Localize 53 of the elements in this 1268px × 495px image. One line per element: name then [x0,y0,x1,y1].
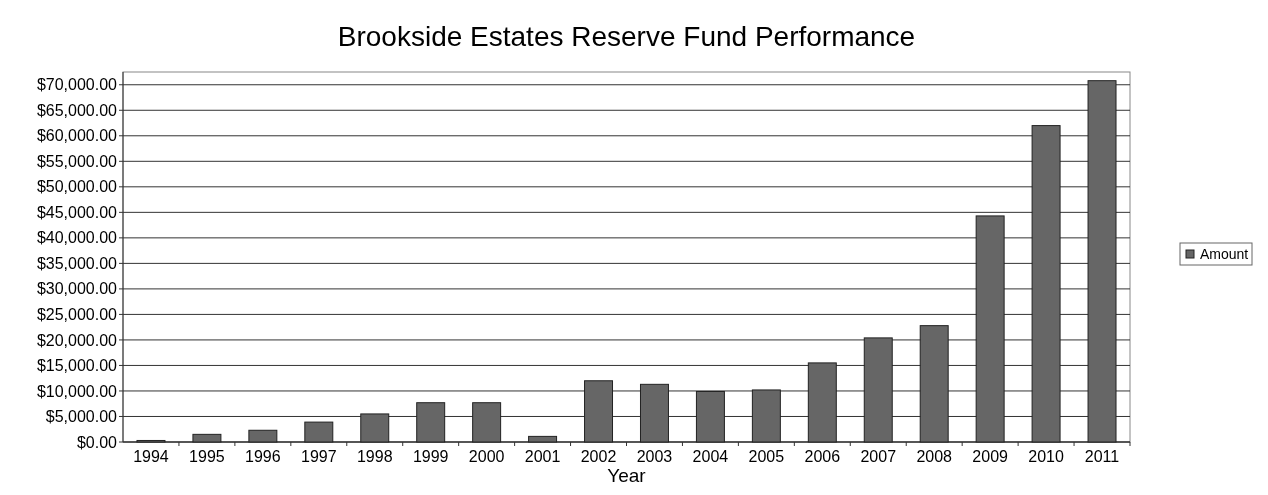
x-tick-label: 2006 [804,448,841,465]
x-tick-label: 1999 [412,448,449,465]
bar [248,429,278,443]
y-tick-label: $5,000.00 [45,408,118,426]
x-tick-label: 2011 [1084,448,1120,465]
y-tick-label: $0.00 [76,433,118,451]
x-tick-label: 2007 [860,448,897,465]
bar [919,325,949,443]
chart-title: Brookside Estates Reserve Fund Performance [337,21,916,52]
x-tick-label: 1996 [245,448,281,465]
y-tick-label: $60,000.00 [36,127,118,145]
x-axis-title: Year [607,465,647,486]
bar [528,435,558,443]
y-tick-label: $65,000.00 [36,101,118,119]
bar [304,421,334,443]
bar [807,362,837,443]
x-tick-label: 2005 [748,448,785,465]
bar [472,402,502,443]
x-tick-label: 1998 [356,448,393,465]
x-tick-label: 1995 [189,448,225,465]
y-tick-label: $25,000.00 [36,306,118,324]
y-tick-label: $15,000.00 [36,357,118,375]
y-tick-label: $45,000.00 [36,203,118,221]
x-tick-label: 2001 [524,448,561,465]
y-tick-label: $50,000.00 [36,178,118,196]
x-tick-label: 2008 [916,448,953,465]
bar [639,383,669,443]
y-tick-label: $20,000.00 [36,331,118,349]
bar [416,402,446,443]
y-tick-label: $55,000.00 [36,152,118,170]
x-tick-label: 1997 [301,448,337,465]
y-tick-label: $10,000.00 [36,382,118,400]
y-tick-label: $70,000.00 [36,76,118,94]
bar [863,337,893,443]
bar [975,215,1005,443]
legend-label: Amount [1200,245,1249,262]
x-tick-label: 1994 [133,448,169,465]
bar [695,390,725,443]
bar [360,413,390,443]
y-tick-label: $30,000.00 [36,280,118,298]
x-tick-label: 2003 [636,448,673,465]
x-tick-label: 2002 [580,448,617,465]
bar [751,389,781,443]
bar [192,433,222,443]
bar [1031,125,1061,443]
x-tick-label: 2000 [468,448,505,465]
x-tick-label: 2010 [1028,448,1064,465]
x-tick-label: 2004 [692,448,729,465]
y-tick-label: $35,000.00 [36,254,118,272]
bar [1087,80,1117,443]
bar [584,380,614,443]
x-tick-label: 2009 [972,448,1009,465]
y-tick-label: $40,000.00 [36,229,118,247]
